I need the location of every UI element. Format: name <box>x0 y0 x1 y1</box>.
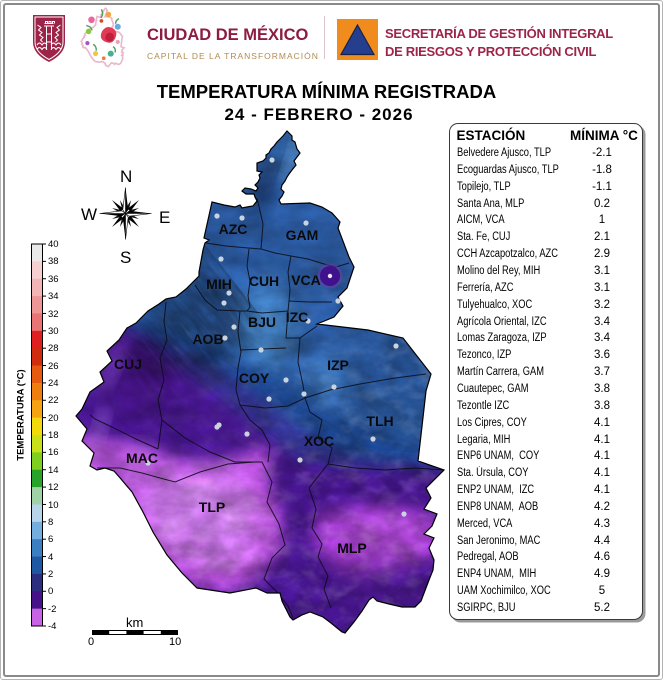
svg-text:BJU: BJU <box>248 314 276 330</box>
svg-text:XOC: XOC <box>304 433 334 449</box>
svg-text:MAC: MAC <box>126 450 158 466</box>
svg-text:MLP: MLP <box>337 540 367 556</box>
svg-text:MIH: MIH <box>206 276 232 292</box>
svg-text:IZC: IZC <box>286 309 309 325</box>
svg-text:GAM: GAM <box>286 227 319 243</box>
svg-text:CUJ: CUJ <box>114 356 142 372</box>
svg-text:AZC: AZC <box>219 221 248 237</box>
svg-text:TLH: TLH <box>366 413 393 429</box>
svg-text:COY: COY <box>239 370 270 386</box>
svg-text:TLP: TLP <box>199 499 225 515</box>
svg-text:AOB: AOB <box>192 331 223 347</box>
svg-text:IZP: IZP <box>327 357 349 373</box>
svg-text:VCA: VCA <box>291 272 321 288</box>
svg-text:CUH: CUH <box>249 273 279 289</box>
